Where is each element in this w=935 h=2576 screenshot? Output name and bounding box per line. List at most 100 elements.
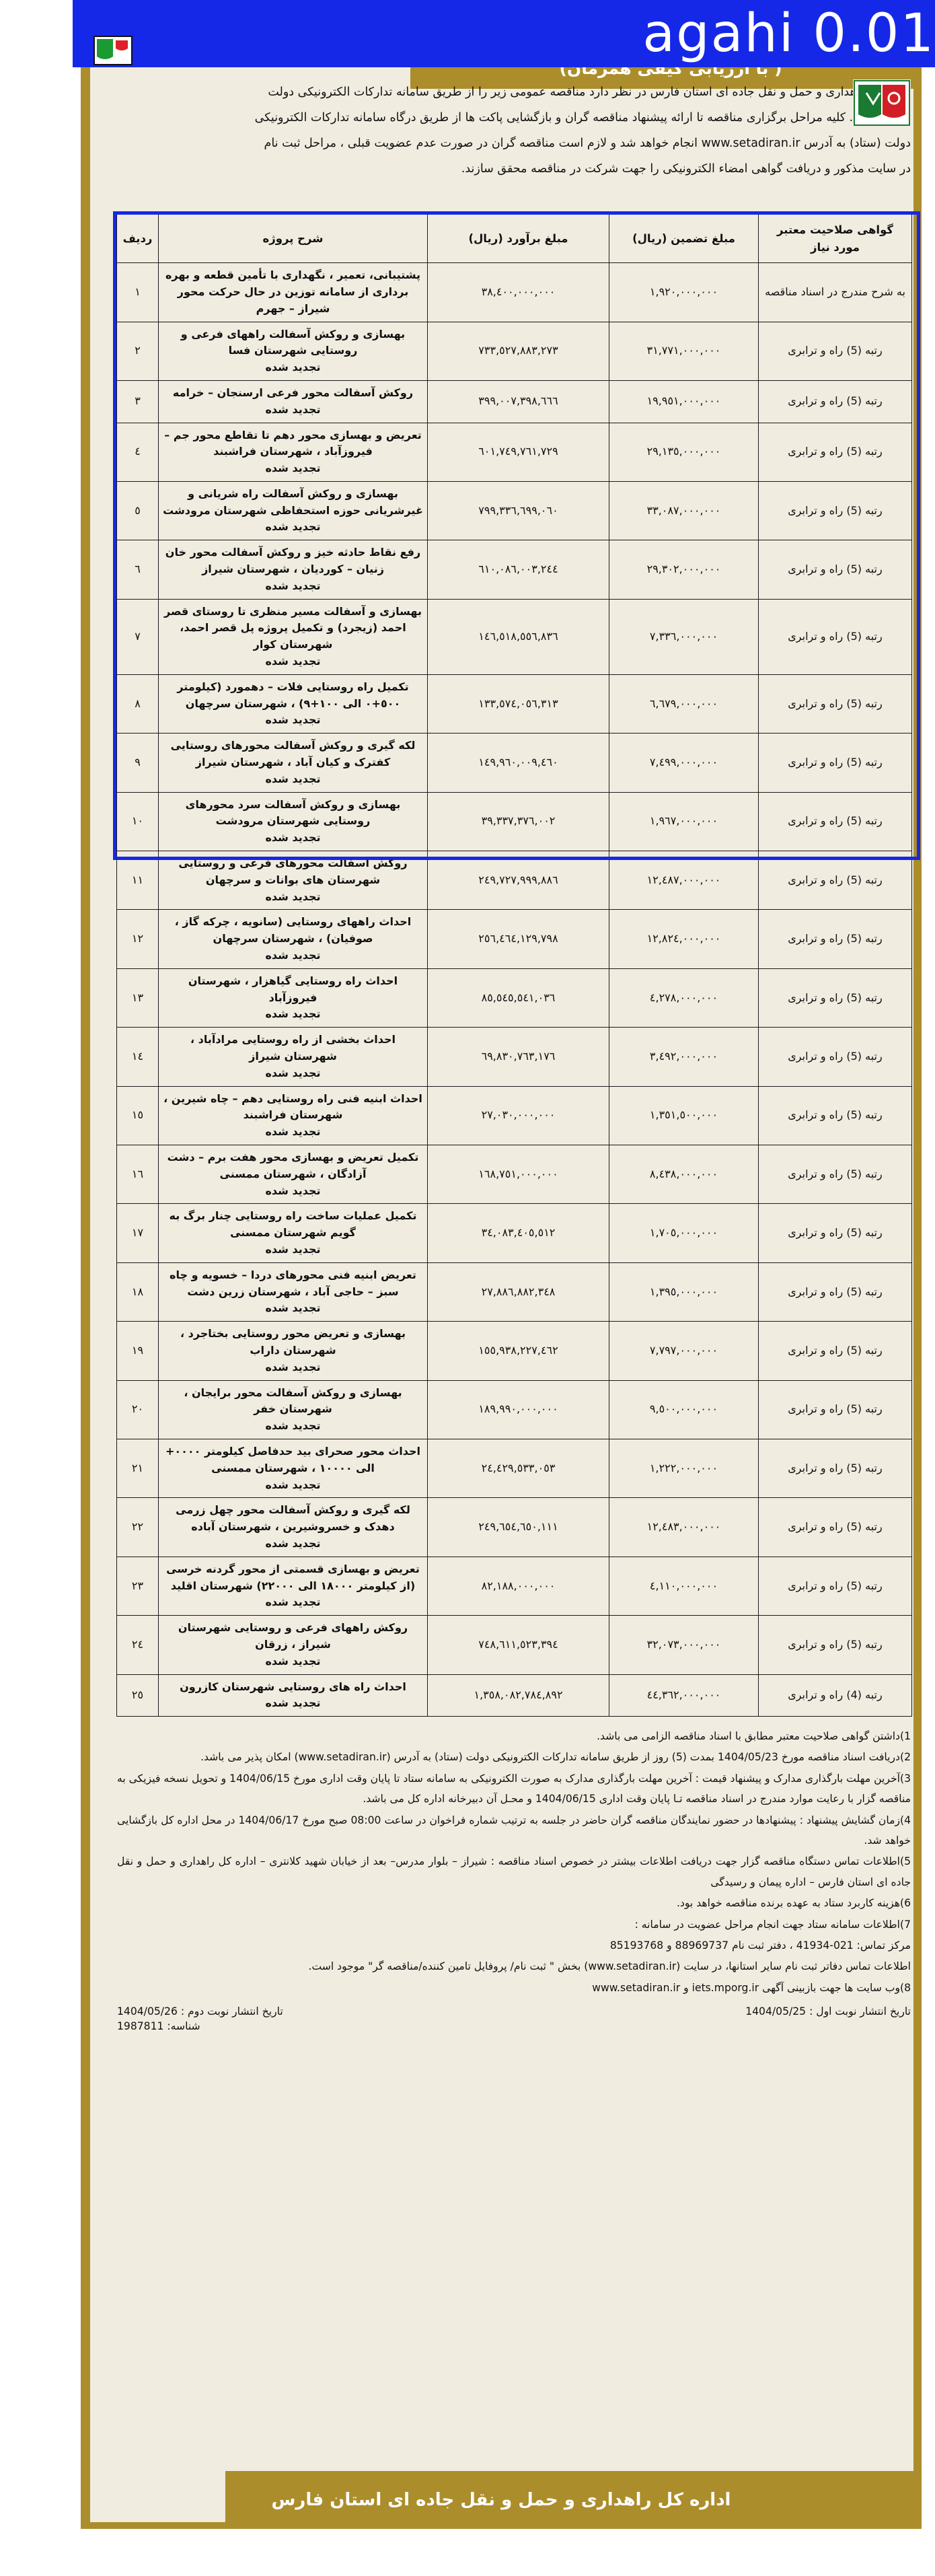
cell-description: احداث ابنیه فنی راه روستایی دهم – چاه شی… xyxy=(158,1085,428,1145)
gold-bottom-edge xyxy=(81,2522,922,2529)
renewal-badge: تجدید شده xyxy=(265,402,321,416)
cell-guarantee: ٧,٧٩٧,٠٠٠,٠٠٠ xyxy=(609,1321,759,1381)
cell-guarantee: ٧,٣٣٦,٠٠٠,٠٠٠ xyxy=(609,598,759,675)
project-description: روکش آسفالت محورهای فرعی و روستایی شهرست… xyxy=(178,857,408,886)
cell-guarantee: ٣٢,٠٧٣,٠٠٠,٠٠٠ xyxy=(609,1615,759,1675)
renewal-badge: تجدید شده xyxy=(265,655,321,668)
note-item: مرکز تماس: 021-41934 ، دفتر ثبت نام 8896… xyxy=(609,1939,911,1952)
cell-estimate: ٦٩,٨٣٠,٧٦٣,١٧٦ xyxy=(427,1027,609,1087)
cell-row-number: ٣ xyxy=(116,380,159,423)
cell-estimate: ١٤٩,٩٦٠,٠٠٩,٤٦٠ xyxy=(427,733,609,793)
cell-estimate: ٣٨,٤٠٠,٠٠٠,٠٠٠ xyxy=(427,262,609,322)
cell-certificate: رتبه (5) راه و ترابری xyxy=(758,1144,912,1205)
table-header-row: گواهی صلاحیت معتبر مورد نیاز مبلغ تضمین … xyxy=(116,213,912,264)
cell-estimate: ٦١٠,٠٨٦,٠٠٣,٢٤٤ xyxy=(427,540,609,600)
table-row: رتبه (5) راه و ترابری ١,٩٦٧,٠٠٠,٠٠٠ ٣٩,٣٣٧… xyxy=(116,791,912,852)
table-row: رتبه (5) راه و ترابری ١,٢٢٢,٠٠٠,٠٠٠ ٢٤,٤٢٩… xyxy=(116,1438,912,1499)
project-description: لکه گیری و روکش آسفالت محور چهل زرمی دهد… xyxy=(176,1503,410,1534)
cell-row-number: ٢١ xyxy=(116,1438,159,1499)
renewal-badge: تجدید شده xyxy=(265,1696,321,1710)
cell-description: روکش راههای فرعی و روستایی شهرستان شیراز… xyxy=(158,1615,428,1675)
cell-row-number: ٧ xyxy=(116,598,159,675)
cell-certificate: رتبه (5) راه و ترابری xyxy=(758,1380,912,1439)
cell-description: لکه گیری و روکش آسفالت محورهای روستایی ک… xyxy=(158,733,428,793)
cell-description: بهسازی و روکش آسفالت محور برایجان ، شهرس… xyxy=(158,1380,428,1439)
intro-line-2: برگزار نماید. کلیه مراحل برگزاری مناقصه … xyxy=(254,110,911,124)
renewal-badge: تجدید شده xyxy=(265,1301,321,1315)
project-description: رفع نقاط حادثه خیز و روکش آسفالت محور خا… xyxy=(165,546,421,576)
cell-estimate: ١٨٩,٩٩٠,٠٠٠,٠٠٠ xyxy=(427,1380,609,1439)
cell-row-number: ٢٤ xyxy=(116,1615,159,1675)
note-item: 2)دریافت اسناد مناقصه مورخ 1404/05/23 بم… xyxy=(200,1751,911,1764)
cell-certificate: رتبه (5) راه و ترابری xyxy=(758,380,912,423)
organization-logo-icon xyxy=(853,79,911,127)
cell-certificate: رتبه (5) راه و ترابری xyxy=(758,1321,912,1381)
cell-row-number: ٤ xyxy=(116,422,159,482)
cell-certificate: رتبه (5) راه و ترابری xyxy=(758,1027,912,1087)
table-row: رتبه (5) راه و ترابری ١,٣٩٥,٠٠٠,٠٠٠ ٢٧,٨٨٦… xyxy=(116,1262,912,1322)
cell-estimate: ٢٥٦,٤٦٤,١٢٩,٧٩٨ xyxy=(427,909,609,969)
renewal-badge: تجدید شده xyxy=(265,520,321,534)
note-item: 3)آخرین مهلت بارگذاری مدارک و پیشنهاد قی… xyxy=(117,1772,911,1805)
table-row: رتبه (5) راه و ترابری ٤,٢٧٨,٠٠٠,٠٠٠ ٨٥,٥٤٥… xyxy=(116,968,912,1028)
renewal-badge: تجدید شده xyxy=(265,462,321,475)
cell-certificate: رتبه (5) راه و ترابری xyxy=(758,968,912,1028)
cell-guarantee: ٣١,٧٧١,٠٠٠,٠٠٠ xyxy=(609,321,759,381)
cell-guarantee: ٣,٤٩٢,٠٠٠,٠٠٠ xyxy=(609,1027,759,1087)
cell-certificate: رتبه (5) راه و ترابری xyxy=(758,851,912,910)
project-description: احداث بخشی از راه روستایی مرادآباد ، شهر… xyxy=(190,1033,396,1063)
cell-description: بهسازی و تعریض محور روستایی بختاجرد ، شه… xyxy=(158,1321,428,1381)
table-row: رتبه (5) راه و ترابری ١٢,٤٨٧,٠٠٠,٠٠٠ ٢٤٩,٧… xyxy=(116,851,912,910)
cell-row-number: ١٧ xyxy=(116,1203,159,1263)
project-description: بهسازی و تعریض محور روستایی بختاجرد ، شه… xyxy=(180,1327,406,1357)
cell-row-number: ١٨ xyxy=(116,1262,159,1322)
cell-certificate: رتبه (5) راه و ترابری xyxy=(758,480,912,541)
cell-guarantee: ١,٩٦٧,٠٠٠,٠٠٠ xyxy=(609,791,759,852)
cell-guarantee: ١,٣٩٥,٠٠٠,٠٠٠ xyxy=(609,1262,759,1322)
cell-row-number: ٦ xyxy=(116,540,159,600)
table-row: رتبه (5) راه و ترابری ٣,٤٩٢,٠٠٠,٠٠٠ ٦٩,٨٣٠… xyxy=(116,1027,912,1087)
cell-guarantee: ١,٣٥١,٥٠٠,٠٠٠ xyxy=(609,1085,759,1145)
note-item: اطلاعات تماس دفاتر ثبت نام سایر استانها،… xyxy=(308,1960,911,1973)
renewal-badge: تجدید شده xyxy=(265,1360,321,1373)
table-row: رتبه (5) راه و ترابری ١,٣٥١,٥٠٠,٠٠٠ ٢٧,٠٣٠… xyxy=(116,1085,912,1145)
tender-code: شناسه: 1987811 xyxy=(117,2020,200,2032)
cell-guarantee: ٦,٦٧٩,٠٠٠,٠٠٠ xyxy=(609,674,759,734)
project-description: احداث راه روستایی گیاهزار ، شهرستان فیرو… xyxy=(188,974,398,1004)
project-description: تعریض و بهسازی محور دهم تا تقاطع محور جم… xyxy=(164,428,422,458)
table-row: رتبه (5) راه و ترابری ١٩,٩٥١,٠٠٠,٠٠٠ ٣٩٩,٠… xyxy=(116,380,912,423)
publication-date-second: تاریخ انتشار نوبت دوم : 1404/05/26 xyxy=(117,2005,283,2017)
watermark-logo-icon xyxy=(93,35,133,66)
cell-certificate: رتبه (5) راه و ترابری xyxy=(758,1615,912,1675)
project-description: احداث محور صحرای بید حدفاصل کیلومتر ٠٠٠٠… xyxy=(165,1444,421,1474)
renewal-badge: تجدید شده xyxy=(265,1184,321,1197)
cell-row-number: ١١ xyxy=(116,851,159,910)
cell-estimate: ١٣٣,٥٧٤,٠٥٦,٣١٣ xyxy=(427,674,609,734)
cell-certificate: رتبه (5) راه و ترابری xyxy=(758,674,912,734)
renewal-badge: تجدید شده xyxy=(265,1596,321,1609)
cell-certificate: رتبه (5) راه و ترابری xyxy=(758,598,912,675)
cell-row-number: ١٣ xyxy=(116,968,159,1028)
cell-row-number: ٢ xyxy=(116,321,159,381)
cell-certificate: رتبه (5) راه و ترابری xyxy=(758,1438,912,1499)
cell-guarantee: ٧,٤٩٩,٠٠٠,٠٠٠ xyxy=(609,733,759,793)
note-item: 1)داشتن گواهی صلاحیت معتبر مطابق با اسنا… xyxy=(597,1730,911,1742)
cell-estimate: ١,٣٥٨,٠٨٢,٧٨٤,٨٩٢ xyxy=(427,1674,609,1717)
cell-certificate: رتبه (5) راه و ترابری xyxy=(758,733,912,793)
project-description: تکمیل عملیات ساخت راه روستایی چنار برگ ب… xyxy=(169,1209,417,1240)
cell-row-number: ٨ xyxy=(116,674,159,734)
project-description: روکش راههای فرعی و روستایی شهرستان شیراز… xyxy=(178,1621,408,1651)
renewal-badge: تجدید شده xyxy=(265,1007,321,1021)
cell-certificate: رتبه (5) راه و ترابری xyxy=(758,1203,912,1263)
cell-certificate: رتبه (5) راه و ترابری xyxy=(758,540,912,600)
cell-guarantee: ٤,٢٧٨,٠٠٠,٠٠٠ xyxy=(609,968,759,1028)
cell-guarantee: ٤,١١٠,٠٠٠,٠٠٠ xyxy=(609,1556,759,1616)
project-description: بهسازی و روکش آسفالت سرد محورهای روستایی… xyxy=(185,797,401,828)
cell-estimate: ٣٩٩,٠٠٧,٣٩٨,٦٦٦ xyxy=(427,380,609,423)
cell-description: تعریض و بهسازی محور دهم تا تقاطع محور جم… xyxy=(158,422,428,482)
table-row: رتبه (5) راه و ترابری ٧,٧٩٧,٠٠٠,٠٠٠ ١٥٥,٩٣… xyxy=(116,1321,912,1381)
note-item: 5)اطلاعات تماس دستگاه مناقصه گزار جهت در… xyxy=(117,1855,911,1888)
cell-row-number: ٢٠ xyxy=(116,1380,159,1439)
table-row: رتبه (5) راه و ترابری ٨,٤٣٨,٠٠٠,٠٠٠ ١٦٨,٧٥… xyxy=(116,1144,912,1205)
